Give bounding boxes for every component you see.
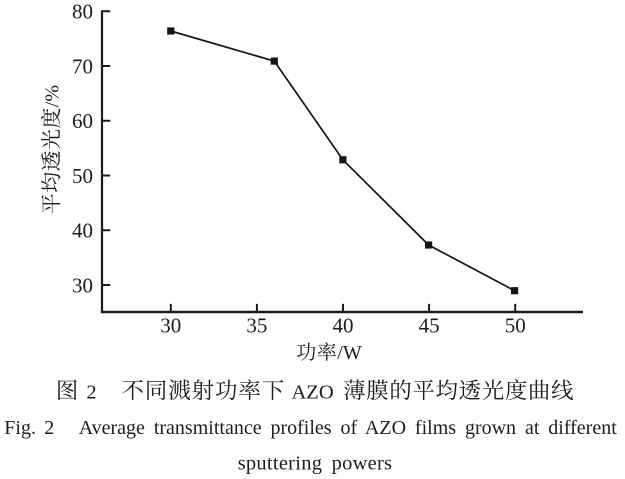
svg-text:2: 2 — [86, 381, 96, 403]
svg-text:60: 60 — [72, 109, 93, 133]
svg-text:40: 40 — [72, 219, 93, 243]
svg-text:/%: /% — [42, 85, 64, 107]
svg-text:/W: /W — [337, 342, 362, 364]
svg-text:35: 35 — [246, 314, 267, 338]
svg-text:80: 80 — [72, 0, 93, 24]
svg-text:2: 2 — [44, 417, 54, 439]
svg-text:Average transmittance profiles: Average transmittance profiles of AZO fi… — [79, 417, 618, 439]
svg-text:AZO: AZO — [292, 381, 334, 403]
svg-text:50: 50 — [72, 164, 93, 188]
svg-text:40: 40 — [333, 314, 354, 338]
svg-text:Fig.: Fig. — [4, 417, 36, 439]
svg-text:70: 70 — [72, 54, 93, 78]
svg-text:sputtering powers: sputtering powers — [238, 452, 393, 474]
svg-text:30: 30 — [72, 273, 93, 297]
svg-text:30: 30 — [160, 314, 181, 338]
svg-text:45: 45 — [419, 314, 440, 338]
svg-text:50: 50 — [505, 314, 526, 338]
